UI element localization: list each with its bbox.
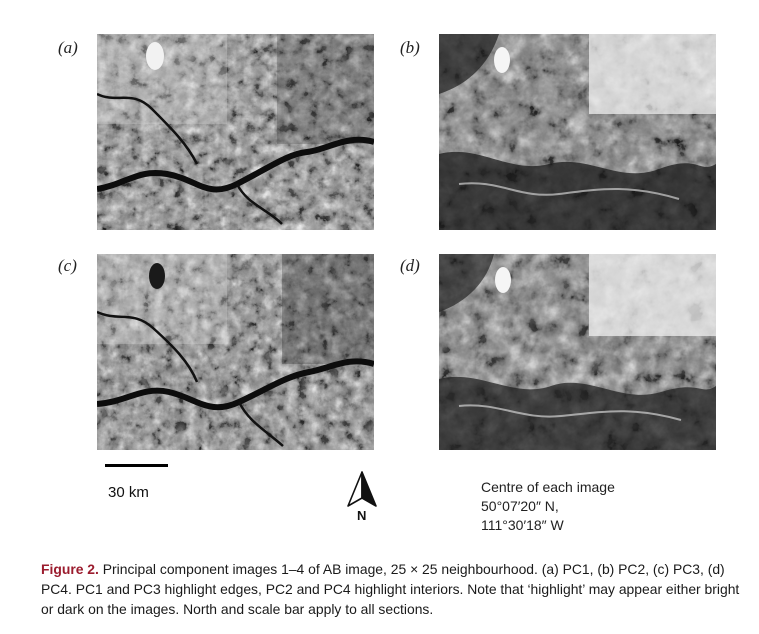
- panel-d-image: [439, 254, 716, 450]
- panel-label-b: (b): [400, 38, 420, 57]
- panel-c-image: [97, 254, 374, 450]
- panel-b-image: [439, 34, 716, 230]
- centre-info-line1: Centre of each image: [481, 479, 615, 495]
- centre-info-longitude: 111°30′18″ W: [481, 517, 564, 533]
- panel-label-a: (a): [58, 38, 78, 57]
- scale-bar: [105, 464, 168, 467]
- panel-label-d: (d): [400, 256, 420, 275]
- north-arrow-icon: [344, 470, 380, 510]
- centre-info-latitude: 50°07′20″ N,: [481, 498, 559, 514]
- figure-caption-label: Figure 2.: [41, 561, 99, 577]
- figure-caption: Figure 2. Principal component images 1–4…: [41, 559, 741, 619]
- north-label: N: [357, 508, 367, 523]
- panel-a-image: [97, 34, 374, 230]
- figure-caption-text: Principal component images 1–4 of AB ima…: [41, 561, 740, 617]
- panel-label-c: (c): [58, 256, 77, 275]
- centre-info: Centre of each image 50°07′20″ N, 111°30…: [481, 478, 615, 535]
- scale-bar-label: 30 km: [108, 484, 149, 501]
